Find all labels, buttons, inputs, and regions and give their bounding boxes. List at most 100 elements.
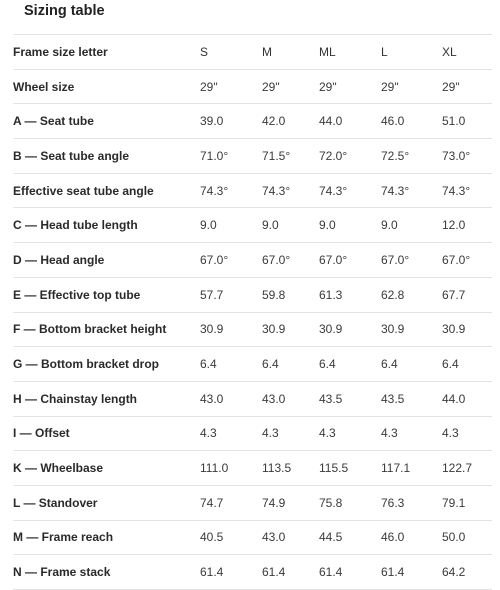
table-cell: 113.5 xyxy=(262,450,319,486)
table-cell: 111.0 xyxy=(200,450,262,486)
table-cell: 67.0° xyxy=(442,242,492,278)
table-row: L — Standover 74.7 74.9 75.8 76.3 79.1 xyxy=(13,484,492,521)
table-cell: 64.2 xyxy=(442,554,492,590)
table-cell: 6.4 xyxy=(262,346,319,382)
table-row: I — Offset 4.3 4.3 4.3 4.3 4.3 xyxy=(13,415,492,451)
table-cell: 4.3 xyxy=(200,415,262,451)
table-cell: 4.3 xyxy=(381,415,442,451)
table-cell: 74.7 xyxy=(200,484,262,521)
table-cell: 75.8 xyxy=(319,484,381,521)
table-cell: 61.4 xyxy=(200,554,262,590)
table-cell: 43.0 xyxy=(200,380,262,417)
table-cell: 6.4 xyxy=(442,346,492,382)
table-cell: 61.4 xyxy=(319,554,381,590)
row-label: E — Effective top tube xyxy=(13,276,200,312)
table-cell: 30.9 xyxy=(381,311,442,347)
table-cell: 46.0 xyxy=(381,103,442,139)
header-size-s: S xyxy=(200,34,262,70)
table-cell: 40.5 xyxy=(200,519,262,555)
table-row: C — Head tube length 9.0 9.0 9.0 9.0 12.0 xyxy=(13,207,492,243)
table-row: B — Seat tube angle 71.0° 71.5° 72.0° 72.5° 7… xyxy=(13,138,492,174)
table-cell: 4.3 xyxy=(442,415,492,451)
table-cell: 4.3 xyxy=(319,415,381,451)
table-cell: 46.0 xyxy=(381,519,442,555)
table-cell: 74.9 xyxy=(262,484,319,521)
table-row: A — Seat tube 39.0 42.0 44.0 46.0 51.0 xyxy=(13,103,492,139)
table-cell: 61.3 xyxy=(319,276,381,312)
row-label: M — Frame reach xyxy=(13,519,200,555)
table-cell: 61.4 xyxy=(262,554,319,590)
table-cell: 42.0 xyxy=(262,103,319,139)
table-cell: 43.0 xyxy=(262,519,319,555)
table-body: Wheel size 29" 29" 29" 29" 29" A — Seat tube 39… xyxy=(13,68,492,590)
table-cell: 71.5° xyxy=(262,138,319,174)
row-label: N — Frame stack xyxy=(13,554,200,590)
row-label: D — Head angle xyxy=(13,242,200,278)
header-size-l: L xyxy=(381,34,442,70)
table-cell: 44.0 xyxy=(442,380,492,417)
table-cell: 76.3 xyxy=(381,484,442,521)
row-label: F — Bottom bracket height xyxy=(13,311,200,347)
row-label: H — Chainstay length xyxy=(13,380,200,417)
table-cell: 6.4 xyxy=(319,346,381,382)
page-title: Sizing table xyxy=(24,3,105,19)
table-row: Effective seat tube angle 74.3° 74.3° 74.3°… xyxy=(13,172,492,208)
row-label: K — Wheelbase xyxy=(13,450,200,486)
table-row: K — Wheelbase 111.0 113.5 115.5 117.1 122.7 xyxy=(13,450,492,486)
table-row: D — Head angle 67.0° 67.0° 67.0° 67.0° 67.0° xyxy=(13,242,492,278)
table-cell: 39.0 xyxy=(200,103,262,139)
row-label: C — Head tube length xyxy=(13,207,200,243)
table-cell: 43.5 xyxy=(319,380,381,417)
table-cell: 43.0 xyxy=(262,380,319,417)
table-cell: 67.0° xyxy=(381,242,442,278)
table-header-row: Frame size letter S M ML L XL xyxy=(13,34,492,70)
table-cell: 74.3° xyxy=(262,172,319,208)
header-size-xl: XL xyxy=(442,34,492,70)
table-cell: 74.3° xyxy=(319,172,381,208)
table-cell: 30.9 xyxy=(200,311,262,347)
row-label: I — Offset xyxy=(13,415,200,451)
table-cell: 6.4 xyxy=(381,346,442,382)
table-cell: 30.9 xyxy=(262,311,319,347)
table-cell: 67.7 xyxy=(442,276,492,312)
table-cell: 51.0 xyxy=(442,103,492,139)
table-row: H — Chainstay length 43.0 43.0 43.5 43.5 44.0 xyxy=(13,380,492,417)
table-cell: 12.0 xyxy=(442,207,492,243)
table-cell: 9.0 xyxy=(200,207,262,243)
table-cell: 67.0° xyxy=(262,242,319,278)
table-cell: 9.0 xyxy=(319,207,381,243)
table-cell: 74.3° xyxy=(442,172,492,208)
table-row: E — Effective top tube 57.7 59.8 61.3 62.8 67… xyxy=(13,276,492,312)
table-cell: 50.0 xyxy=(442,519,492,555)
table-cell: 74.3° xyxy=(381,172,442,208)
table-cell: 43.5 xyxy=(381,380,442,417)
table-row: N — Frame stack 61.4 61.4 61.4 61.4 64.2 xyxy=(13,554,492,590)
table-cell: 72.5° xyxy=(381,138,442,174)
table-cell: 30.9 xyxy=(442,311,492,347)
row-label: Effective seat tube angle xyxy=(13,172,200,208)
table-cell: 9.0 xyxy=(381,207,442,243)
table-cell: 67.0° xyxy=(200,242,262,278)
header-size-m: M xyxy=(262,34,319,70)
table-cell: 117.1 xyxy=(381,450,442,486)
table-cell: 72.0° xyxy=(319,138,381,174)
row-label: B — Seat tube angle xyxy=(13,138,200,174)
table-cell: 30.9 xyxy=(319,311,381,347)
header-label: Frame size letter xyxy=(13,34,200,70)
row-label: G — Bottom bracket drop xyxy=(13,346,200,382)
table-cell: 57.7 xyxy=(200,276,262,312)
table-cell: 9.0 xyxy=(262,207,319,243)
table-cell: 62.8 xyxy=(381,276,442,312)
table-cell: 6.4 xyxy=(200,346,262,382)
table-cell: 74.3° xyxy=(200,172,262,208)
sizing-table: Frame size letter S M ML L XL Wheel size… xyxy=(13,34,492,590)
row-label: Wheel size xyxy=(13,68,200,104)
table-row: M — Frame reach 40.5 43.0 44.5 46.0 50.0 xyxy=(13,519,492,555)
table-cell: 44.5 xyxy=(319,519,381,555)
table-cell: 59.8 xyxy=(262,276,319,312)
table-cell: 79.1 xyxy=(442,484,492,521)
table-row: F — Bottom bracket height 30.9 30.9 30.9 30.… xyxy=(13,311,492,347)
table-cell: 29" xyxy=(262,68,319,104)
table-cell: 44.0 xyxy=(319,103,381,139)
table-cell: 29" xyxy=(200,68,262,104)
